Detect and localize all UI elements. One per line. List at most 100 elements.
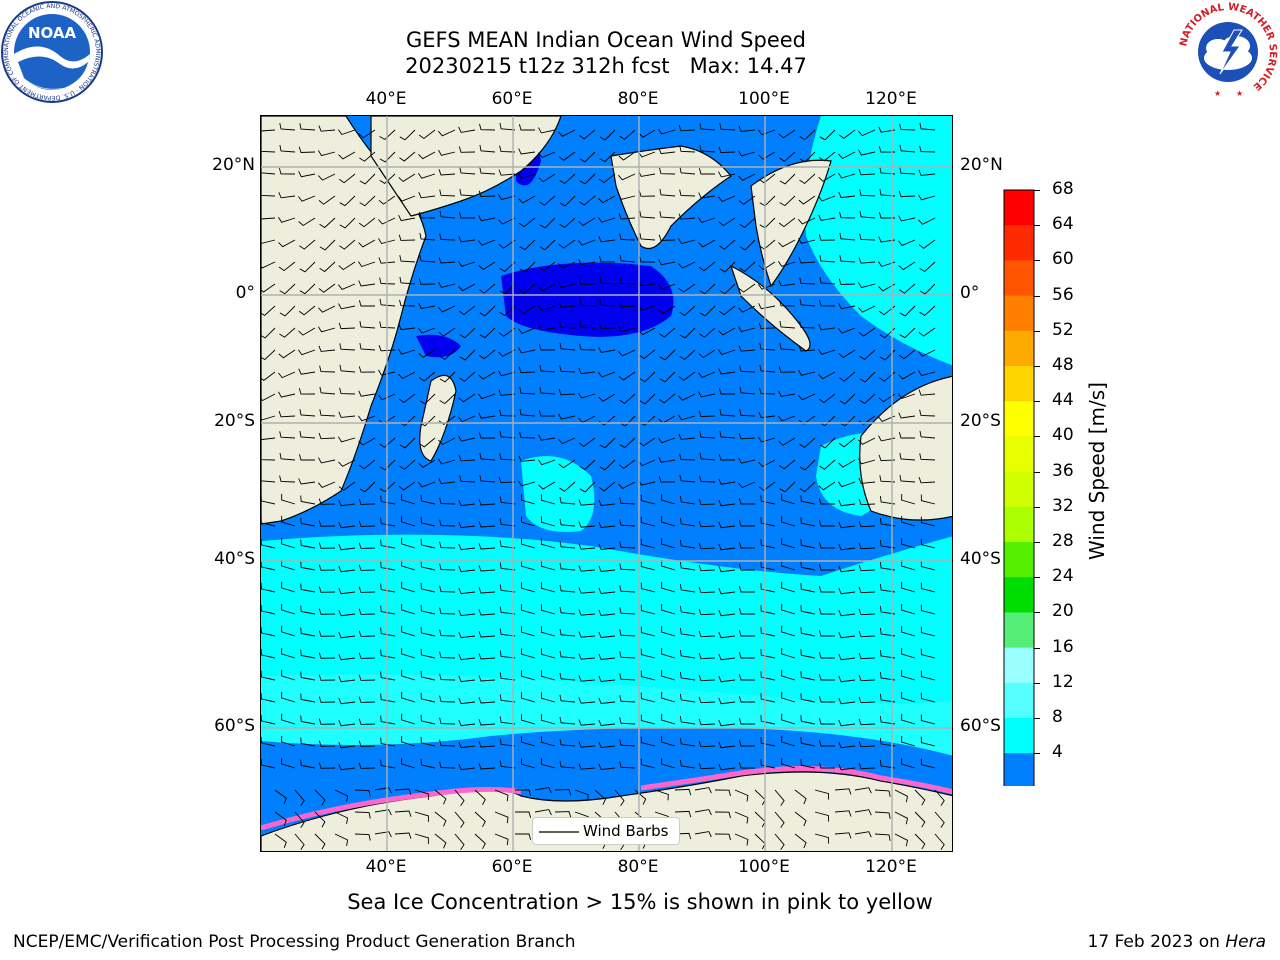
wind-barb	[594, 789, 607, 805]
wind-barb	[834, 810, 852, 817]
wind-barb	[358, 390, 376, 397]
wind-barb	[380, 583, 396, 593]
wind-barb	[278, 167, 296, 175]
wind-barb	[379, 481, 396, 493]
wind-barb	[858, 520, 876, 528]
wind-barb	[318, 564, 336, 571]
wind-barb	[439, 541, 456, 549]
wind-barb	[438, 169, 456, 176]
wind-barb	[718, 609, 736, 617]
wind-barb	[499, 672, 516, 681]
wind-barb	[558, 261, 576, 269]
wind-barb	[299, 239, 316, 250]
wind-barb	[318, 740, 336, 747]
wind-barb	[358, 261, 376, 268]
wind-barb	[261, 437, 276, 441]
wind-barb	[358, 630, 376, 637]
wind-barb	[478, 587, 496, 594]
wind-barb	[578, 437, 596, 447]
colorbar-tick-label: 12	[1052, 671, 1074, 692]
wind-barb	[378, 217, 396, 225]
wind-barb	[499, 606, 516, 615]
wind-barb	[579, 173, 596, 185]
wind-barb	[300, 583, 316, 593]
wind-barb	[760, 693, 776, 703]
wind-barb	[858, 282, 876, 289]
wind-barb	[901, 757, 916, 769]
wind-barb	[760, 737, 776, 747]
wind-barb	[478, 653, 496, 660]
wind-barb	[281, 713, 296, 725]
wind-barb	[318, 150, 336, 157]
wind-barb	[338, 610, 356, 617]
wind-barb	[778, 415, 796, 422]
wind-barb	[338, 654, 356, 661]
colorbar-tick-label: 32	[1052, 495, 1074, 516]
wind-barb	[261, 494, 276, 505]
wind-barb	[521, 560, 536, 571]
wind-barb	[438, 477, 456, 485]
wind-barb	[718, 478, 736, 485]
wind-barb	[638, 190, 656, 197]
wind-barb	[798, 195, 816, 205]
wind-barb	[578, 367, 596, 375]
wind-barb	[699, 144, 716, 153]
wind-barb	[854, 831, 872, 838]
wind-barb	[559, 342, 576, 351]
wind-barb	[261, 169, 276, 175]
noaa-logo-text: NOAA	[28, 24, 77, 42]
wind-barb	[718, 217, 736, 227]
wind-barb	[278, 349, 296, 359]
wind-barb	[640, 538, 656, 549]
wind-barb	[359, 173, 376, 185]
wind-barb	[718, 697, 736, 705]
colorbar-tick-label: 4	[1052, 742, 1063, 763]
wind-barb	[739, 386, 756, 395]
wind-barb	[338, 151, 356, 160]
wind-barb-legend-label: Wind Barbs	[583, 822, 669, 840]
wind-barb	[338, 698, 356, 705]
wind-barb	[438, 149, 456, 156]
wind-barb	[458, 609, 476, 617]
wind-barb	[261, 217, 276, 220]
wind-barb	[618, 459, 636, 469]
wind-barb	[579, 195, 596, 206]
wind-barb	[694, 787, 712, 794]
wind-barb	[901, 559, 916, 571]
wind-barb	[300, 539, 316, 549]
wind-barb	[278, 410, 296, 418]
wind-barb	[338, 322, 356, 330]
wind-barb	[559, 650, 576, 659]
wind-barb	[738, 762, 755, 769]
wind-barb	[498, 476, 516, 484]
wind-barb	[838, 653, 856, 661]
colorbar-tick-mark	[1034, 753, 1040, 755]
colorbar-outline	[1003, 189, 1035, 786]
wind-barb	[559, 760, 576, 769]
wind-barb	[518, 173, 536, 180]
wind-barb	[598, 371, 616, 378]
wind-barb	[318, 608, 336, 615]
wind-barb	[758, 481, 776, 491]
wind-barb	[599, 151, 616, 163]
wind-barb	[261, 478, 276, 483]
wind-barb	[799, 481, 816, 493]
wind-barb	[698, 652, 716, 660]
wind-barb	[760, 605, 776, 615]
wind-barb	[559, 321, 576, 329]
wind-barb	[499, 738, 516, 747]
wind-barb	[678, 414, 696, 421]
wind-barb	[694, 809, 712, 816]
wind-barb	[661, 735, 676, 747]
wind-barb	[779, 320, 796, 329]
wind-barbs	[261, 122, 945, 850]
equatorial-calm-zone	[501, 262, 674, 337]
wind-barb	[540, 736, 556, 747]
wind-barb	[678, 238, 696, 245]
wind-barb	[914, 811, 926, 828]
wind-barb	[318, 762, 336, 769]
wind-barb	[718, 741, 736, 749]
wind-barb	[281, 647, 296, 659]
wind-barb	[540, 648, 556, 659]
colorbar-segment	[1004, 225, 1034, 261]
